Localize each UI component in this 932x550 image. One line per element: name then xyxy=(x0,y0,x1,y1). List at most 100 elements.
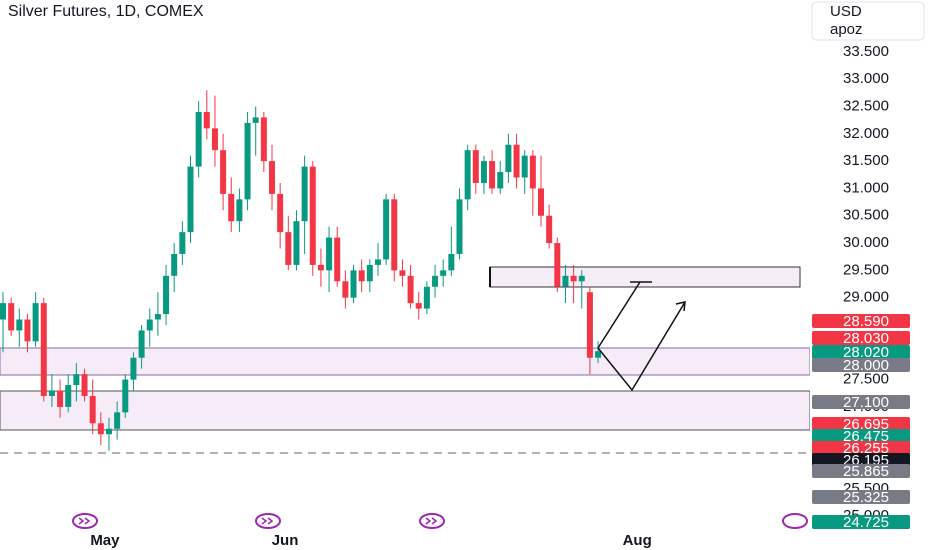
candle-body xyxy=(244,122,251,200)
price-tag xyxy=(812,515,910,529)
candle-body xyxy=(285,232,292,265)
candle-body xyxy=(546,215,553,244)
chart-title: Silver Futures, 1D, COMEX xyxy=(8,3,204,20)
price-tag-label: 26.475 xyxy=(843,428,889,445)
candle-body xyxy=(0,303,7,320)
candle-body xyxy=(8,303,15,331)
price-tag-label: 24.725 xyxy=(843,514,889,531)
candle-body xyxy=(456,199,463,254)
candle-body xyxy=(220,150,227,194)
candle-body xyxy=(171,253,178,276)
candle-body xyxy=(538,188,545,216)
candle-body xyxy=(432,275,439,287)
candle-body xyxy=(81,374,88,396)
candle-body xyxy=(105,428,112,435)
x-tick-label: May xyxy=(90,532,120,549)
candle-body xyxy=(497,172,504,189)
event-icon[interactable] xyxy=(419,513,445,529)
price-tag-label: 28.000 xyxy=(843,357,889,374)
candle-body xyxy=(293,221,300,265)
candle-body xyxy=(342,281,349,298)
candle-body xyxy=(89,395,96,424)
candle-body xyxy=(505,144,512,173)
candle-body xyxy=(40,303,47,396)
price-tag xyxy=(812,453,910,467)
price-tag xyxy=(812,417,910,431)
candle-body xyxy=(146,319,153,331)
candle-body xyxy=(529,155,536,189)
price-tag-label: 28.030 xyxy=(843,330,889,347)
arrow-path xyxy=(597,301,686,392)
candle-body xyxy=(440,270,447,276)
candle-body xyxy=(309,166,316,265)
price-tag xyxy=(812,358,910,372)
event-icon[interactable] xyxy=(72,513,98,529)
zone xyxy=(0,390,811,431)
candle-body xyxy=(301,166,308,222)
y-tick-label: 32.000 xyxy=(843,125,889,142)
event-icon[interactable] xyxy=(255,513,281,529)
candle-body xyxy=(277,193,284,233)
zone xyxy=(0,347,811,376)
price-tag-label: 26.255 xyxy=(843,440,889,457)
candle-body xyxy=(269,161,276,194)
candle-body xyxy=(114,412,121,429)
candle-body xyxy=(407,275,414,304)
candle-body xyxy=(16,319,23,331)
price-tag xyxy=(812,441,910,455)
candle-body xyxy=(187,166,194,233)
y-tick-label: 32.500 xyxy=(843,97,889,114)
candle-body xyxy=(260,117,267,162)
candle-body xyxy=(480,161,487,183)
candle-body xyxy=(163,275,170,315)
candle-body xyxy=(358,270,365,282)
candle-body xyxy=(154,314,161,320)
candle-body xyxy=(554,243,561,287)
candle-body xyxy=(399,270,406,276)
candle-body xyxy=(57,390,64,407)
x-tick-label: Jun xyxy=(272,532,299,549)
candle-body xyxy=(448,253,455,271)
arrow-path xyxy=(597,281,641,349)
candle-body xyxy=(383,199,390,260)
candle-body xyxy=(423,286,430,309)
candle-body xyxy=(130,357,137,380)
candle-body xyxy=(513,144,520,178)
candle-body xyxy=(464,150,471,200)
currency-box[interactable] xyxy=(811,1,925,41)
y-tick-label: 30.500 xyxy=(843,207,889,224)
candle-body xyxy=(595,351,602,358)
scale-label: apoz xyxy=(830,21,863,38)
candle-body xyxy=(415,303,422,309)
event-icon[interactable] xyxy=(782,513,808,529)
currency: USD xyxy=(830,3,862,20)
candle-body xyxy=(562,275,569,287)
candle-body xyxy=(366,264,373,282)
price-tag xyxy=(812,490,910,504)
candle-body xyxy=(122,379,129,413)
candle-body xyxy=(24,319,31,342)
candle-body xyxy=(97,423,104,435)
candle-body xyxy=(570,275,577,282)
candle-body xyxy=(228,193,235,222)
candle-body xyxy=(472,150,479,183)
candle-body xyxy=(586,292,593,358)
arrow-head xyxy=(675,301,686,312)
y-tick-label: 31.500 xyxy=(843,152,889,169)
y-tick-label: 27.500 xyxy=(843,371,889,388)
candle-body xyxy=(211,128,218,151)
price-tag-label: 26.695 xyxy=(843,416,889,433)
zone xyxy=(489,266,801,288)
y-tick-label: 30.000 xyxy=(843,234,889,251)
candle-body xyxy=(236,199,243,222)
candle-body xyxy=(326,237,333,271)
y-tick-label: 31.000 xyxy=(843,179,889,196)
price-tag-label: 27.100 xyxy=(843,394,889,411)
y-tick-label: 33.500 xyxy=(843,43,889,60)
price-tag xyxy=(812,464,910,478)
candle-body xyxy=(48,390,55,396)
price-tag-label: 28.590 xyxy=(843,313,889,330)
y-tick-label: 29.500 xyxy=(843,261,889,278)
y-tick-label: 33.000 xyxy=(843,70,889,87)
